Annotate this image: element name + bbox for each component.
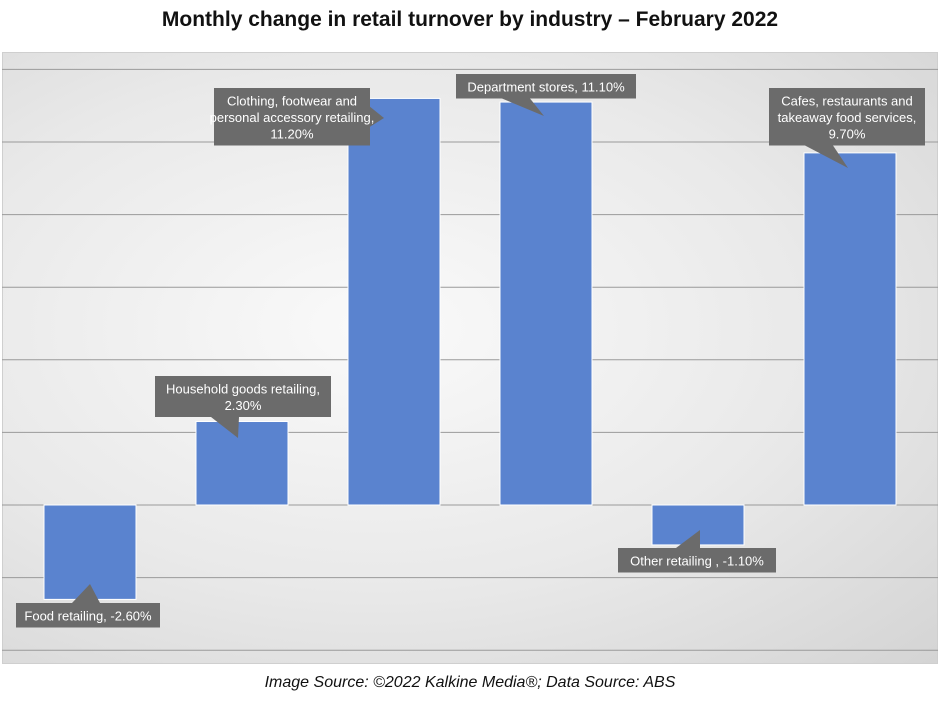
data-label-text: takeaway food services, <box>778 110 917 125</box>
data-label-box <box>618 548 776 573</box>
data-label-box <box>16 603 160 628</box>
data-label-pointer <box>370 106 384 127</box>
data-label-text: Other retailing , -1.10% <box>630 554 764 569</box>
data-label-box <box>214 88 370 146</box>
data-labels: Food retailing, -2.60% Household goods re… <box>16 74 925 628</box>
plot-area <box>2 52 938 664</box>
data-label-box <box>456 74 636 99</box>
image-source-caption: Image Source: ©2022 Kalkine Media®; Data… <box>264 674 676 691</box>
data-label-pointer <box>72 584 100 603</box>
data-label-text: Household goods retailing, <box>166 382 320 397</box>
data-label-text: Food retailing, -2.60% <box>24 609 152 624</box>
bar-2 <box>347 97 441 506</box>
bar-1 <box>195 421 289 506</box>
data-label-text: 9.70% <box>829 127 866 142</box>
data-label-pointer <box>211 417 239 438</box>
data-label-pointer <box>502 98 544 116</box>
bars <box>43 97 897 600</box>
data-label-1: Household goods retailing,2.30% <box>155 376 331 438</box>
data-label-box <box>769 88 925 146</box>
bar-3 <box>499 101 593 506</box>
bar-5 <box>803 152 897 506</box>
data-label-text: 2.30% <box>225 398 262 413</box>
data-label-text: Clothing, footwear and <box>227 94 357 109</box>
bar-0 <box>43 504 137 600</box>
data-label-0: Food retailing, -2.60% <box>16 584 160 628</box>
data-label-text: Department stores, 11.10% <box>467 80 625 95</box>
data-label-box <box>155 376 331 417</box>
data-label-3: Department stores, 11.10% <box>456 74 636 116</box>
gridlines <box>2 68 938 651</box>
data-label-text: personal accessory retailing, <box>210 110 375 125</box>
data-label-4: Other retailing , -1.10% <box>618 530 776 573</box>
chart-title: Monthly change in retail turnover by ind… <box>161 8 779 31</box>
data-label-pointer <box>676 530 700 548</box>
data-label-pointer <box>805 145 848 168</box>
data-label-text: 11.20% <box>270 127 314 142</box>
data-label-text: Cafes, restaurants and <box>781 94 913 109</box>
